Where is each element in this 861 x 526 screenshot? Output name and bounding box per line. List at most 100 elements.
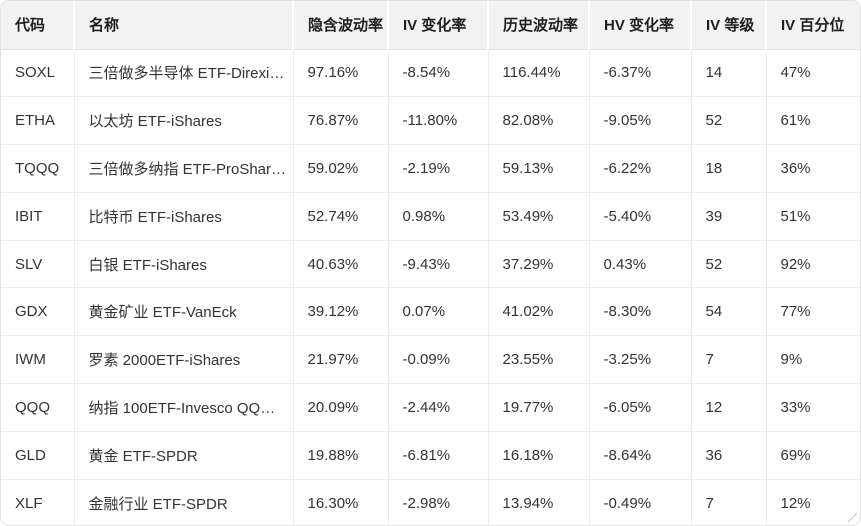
cell-hv-change: -3.25% <box>589 335 692 385</box>
cell-iv-change: -0.09% <box>388 335 489 385</box>
table-row[interactable]: SOXL 三倍做多半导体 ETF-Direxi… 97.16% -8.54% 116.4… <box>1 49 860 98</box>
cell-hv-change: -6.05% <box>589 383 692 432</box>
cell-iv: 40.63% <box>293 240 389 289</box>
cell-hv: 41.02% <box>488 287 590 337</box>
cell-iv-rank: 52 <box>691 96 767 146</box>
table-row[interactable]: SLV 白银 ETF-iShares 40.63% -9.43% 37.29% 0.43%… <box>1 240 860 289</box>
cell-name: 白银 ETF-iShares <box>74 240 294 289</box>
cell-iv-rank: 36 <box>691 431 767 480</box>
cell-code: SLV <box>1 240 75 289</box>
cell-hv: 37.29% <box>488 240 590 289</box>
cell-iv: 21.97% <box>293 335 389 385</box>
cell-iv: 52.74% <box>293 192 389 241</box>
cell-iv: 16.30% <box>293 479 389 525</box>
cell-hv-change: -8.64% <box>589 431 692 480</box>
cell-code: IWM <box>1 335 75 385</box>
cell-iv-percentile: 61% <box>766 96 860 146</box>
cell-hv-change: 0.43% <box>589 240 692 289</box>
cell-name: 三倍做多纳指 ETF-ProShar… <box>74 144 294 193</box>
cell-code: GLD <box>1 431 75 480</box>
cell-iv-rank: 54 <box>691 287 767 337</box>
cell-iv-change: -9.43% <box>388 240 489 289</box>
cell-iv-percentile: 33% <box>766 383 860 432</box>
column-header-hv-change[interactable]: HV 变化率 <box>589 1 692 50</box>
cell-hv: 19.77% <box>488 383 590 432</box>
header-row: 代码 名称 隐含波动率 IV 变化率 历史波动率 HV 变化率 IV 等级 IV… <box>1 1 860 50</box>
table-header: 代码 名称 隐含波动率 IV 变化率 历史波动率 HV 变化率 IV 等级 IV… <box>1 1 860 50</box>
cell-name: 金融行业 ETF-SPDR <box>74 479 294 525</box>
column-header-hv[interactable]: 历史波动率 <box>488 1 590 50</box>
cell-iv-change: 0.98% <box>388 192 489 241</box>
cell-iv-rank: 7 <box>691 479 767 525</box>
cell-hv-change: -5.40% <box>589 192 692 241</box>
cell-name: 罗素 2000ETF-iShares <box>74 335 294 385</box>
cell-iv: 20.09% <box>293 383 389 432</box>
cell-iv-change: -2.19% <box>388 144 489 193</box>
cell-iv-rank: 12 <box>691 383 767 432</box>
cell-iv-percentile: 69% <box>766 431 860 480</box>
table-row[interactable]: IBIT 比特币 ETF-iShares 52.74% 0.98% 53.49% -5.4… <box>1 192 860 241</box>
cell-code: SOXL <box>1 49 75 98</box>
cell-hv: 116.44% <box>488 49 590 98</box>
table-row[interactable]: XLF 金融行业 ETF-SPDR 16.30% -2.98% 13.94% -0.49%… <box>1 479 860 525</box>
cell-iv-rank: 14 <box>691 49 767 98</box>
table-row[interactable]: GDX 黄金矿业 ETF-VanEck 39.12% 0.07% 41.02% -8.30… <box>1 287 860 337</box>
cell-code: TQQQ <box>1 144 75 193</box>
table-row[interactable]: ETHA 以太坊 ETF-iShares 76.87% -11.80% 82.08% -9… <box>1 96 860 146</box>
cell-hv: 59.13% <box>488 144 590 193</box>
cell-code: IBIT <box>1 192 75 241</box>
cell-code: QQQ <box>1 383 75 432</box>
cell-iv-percentile: 36% <box>766 144 860 193</box>
cell-hv-change: -6.37% <box>589 49 692 98</box>
cell-name: 黄金 ETF-SPDR <box>74 431 294 480</box>
cell-iv: 76.87% <box>293 96 389 146</box>
cell-iv-percentile: 92% <box>766 240 860 289</box>
cell-hv-change: -0.49% <box>589 479 692 525</box>
cell-hv-change: -9.05% <box>589 96 692 146</box>
cell-hv: 53.49% <box>488 192 590 241</box>
cell-iv: 39.12% <box>293 287 389 337</box>
cell-iv-percentile: 9% <box>766 335 860 385</box>
cell-code: XLF <box>1 479 75 525</box>
cell-hv: 23.55% <box>488 335 590 385</box>
column-header-iv-change[interactable]: IV 变化率 <box>388 1 489 50</box>
column-header-iv[interactable]: 隐含波动率 <box>293 1 389 50</box>
table-row[interactable]: TQQQ 三倍做多纳指 ETF-ProShar… 59.02% -2.19% 59.13… <box>1 144 860 193</box>
column-header-name[interactable]: 名称 <box>74 1 294 50</box>
cell-iv-rank: 52 <box>691 240 767 289</box>
cell-iv-change: -2.44% <box>388 383 489 432</box>
column-header-iv-rank[interactable]: IV 等级 <box>691 1 767 50</box>
cell-iv-percentile: 51% <box>766 192 860 241</box>
cell-name: 黄金矿业 ETF-VanEck <box>74 287 294 337</box>
column-header-iv-percentile[interactable]: IV 百分位 <box>766 1 860 50</box>
cell-hv-change: -8.30% <box>589 287 692 337</box>
cell-iv-rank: 18 <box>691 144 767 193</box>
cell-iv-change: -11.80% <box>388 96 489 146</box>
cell-iv: 19.88% <box>293 431 389 480</box>
cell-code: ETHA <box>1 96 75 146</box>
cell-iv-change: 0.07% <box>388 287 489 337</box>
cell-hv: 82.08% <box>488 96 590 146</box>
cell-iv-change: -8.54% <box>388 49 489 98</box>
table-row[interactable]: IWM 罗素 2000ETF-iShares 21.97% -0.09% 23.55% -… <box>1 335 860 385</box>
resize-grip-icon[interactable] <box>846 511 858 523</box>
cell-code: GDX <box>1 287 75 337</box>
cell-iv-rank: 39 <box>691 192 767 241</box>
table-row[interactable]: QQQ 纳指 100ETF-Invesco QQQ… 20.09% -2.44% 19.… <box>1 383 860 432</box>
table-row[interactable]: GLD 黄金 ETF-SPDR 19.88% -6.81% 16.18% -8.64% 36… <box>1 431 860 480</box>
cell-name: 比特币 ETF-iShares <box>74 192 294 241</box>
cell-name: 三倍做多半导体 ETF-Direxi… <box>74 49 294 98</box>
column-header-code[interactable]: 代码 <box>1 1 75 50</box>
cell-hv-change: -6.22% <box>589 144 692 193</box>
cell-name: 以太坊 ETF-iShares <box>74 96 294 146</box>
cell-name: 纳指 100ETF-Invesco QQQ… <box>74 383 294 432</box>
cell-iv-change: -2.98% <box>388 479 489 525</box>
cell-iv: 97.16% <box>293 49 389 98</box>
cell-hv: 13.94% <box>488 479 590 525</box>
cell-iv-percentile: 77% <box>766 287 860 337</box>
cell-iv-rank: 7 <box>691 335 767 385</box>
table-body: SOXL 三倍做多半导体 ETF-Direxi… 97.16% -8.54% 116.4… <box>1 49 860 525</box>
cell-hv: 16.18% <box>488 431 590 480</box>
